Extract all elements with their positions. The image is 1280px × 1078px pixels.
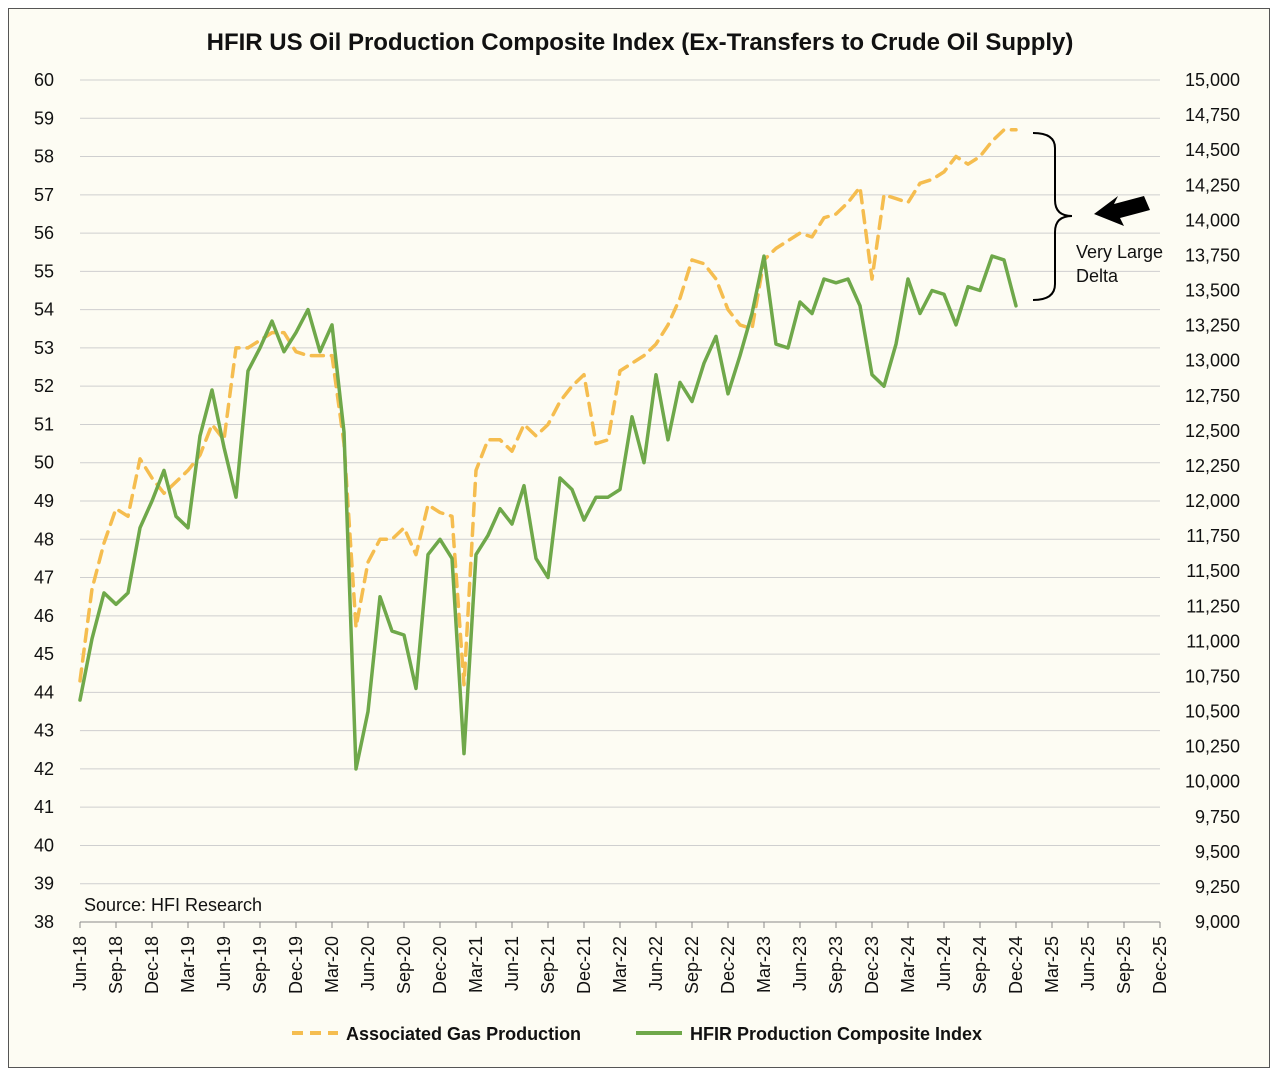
x-tick-label: Mar-19 bbox=[178, 936, 198, 993]
x-tick-label: Jun-20 bbox=[358, 936, 378, 991]
x-tick-label: Dec-19 bbox=[286, 936, 306, 994]
left-y-tick-label: 53 bbox=[34, 338, 54, 358]
source-note: Source: HFI Research bbox=[84, 895, 262, 915]
left-y-tick-label: 55 bbox=[34, 261, 54, 281]
x-tick-label: Jun-19 bbox=[214, 936, 234, 991]
right-y-tick-label: 9,000 bbox=[1195, 912, 1240, 932]
left-y-tick-label: 52 bbox=[34, 376, 54, 396]
left-y-tick-label: 39 bbox=[34, 874, 54, 894]
right-y-tick-label: 12,750 bbox=[1185, 386, 1240, 406]
right-y-tick-label: 10,500 bbox=[1185, 702, 1240, 722]
x-tick-label: Sep-22 bbox=[682, 936, 702, 994]
right-y-tick-label: 13,750 bbox=[1185, 245, 1240, 265]
series-points-associated-gas bbox=[80, 130, 1016, 685]
right-y-tick-label: 11,500 bbox=[1186, 561, 1240, 581]
right-y-tick-label: 13,500 bbox=[1185, 281, 1240, 301]
legend-label-associated-gas: Associated Gas Production bbox=[346, 1024, 581, 1044]
left-y-tick-label: 59 bbox=[34, 108, 54, 128]
annotation-arrow-icon bbox=[1094, 196, 1150, 226]
left-y-tick-label: 42 bbox=[34, 759, 54, 779]
x-axis: Jun-18 Sep-18 Dec-18 Mar-19 Jun-19 Sep-19 Dec-… bbox=[70, 921, 1170, 994]
x-tick-label: Mar-25 bbox=[1042, 936, 1062, 993]
right-y-tick-label: 12,000 bbox=[1185, 491, 1240, 511]
left-y-tick-label: 44 bbox=[34, 682, 54, 702]
left-y-tick-label: 47 bbox=[34, 568, 54, 588]
x-tick-label: Dec-22 bbox=[718, 936, 738, 994]
x-tick-label: Jun-23 bbox=[790, 936, 810, 991]
x-tick-label: Sep-24 bbox=[970, 936, 990, 994]
x-tick-label: Jun-24 bbox=[934, 936, 954, 991]
legend: Associated Gas Production HFIR Productio… bbox=[292, 1024, 982, 1044]
x-tick-label: Mar-21 bbox=[466, 936, 486, 993]
left-y-tick-label: 48 bbox=[34, 529, 54, 549]
x-tick-label: Jun-22 bbox=[646, 936, 666, 991]
x-tick-label: Dec-21 bbox=[574, 936, 594, 994]
left-y-tick-label: 57 bbox=[34, 185, 54, 205]
x-tick-label: Mar-24 bbox=[898, 936, 918, 993]
x-tick-label: Jun-21 bbox=[502, 936, 522, 991]
x-tick-label: Jun-18 bbox=[70, 936, 90, 991]
right-y-tick-label: 11,250 bbox=[1186, 596, 1240, 616]
series-group bbox=[78, 128, 1018, 771]
legend-label-composite-index: HFIR Production Composite Index bbox=[690, 1024, 982, 1044]
left-y-tick-label: 43 bbox=[34, 721, 54, 741]
left-y-tick-label: 49 bbox=[34, 491, 54, 511]
right-y-tick-label: 10,250 bbox=[1185, 737, 1240, 757]
right-y-axis: 9,000 9,250 9,500 9,750 10,000 10,250 10,500 10… bbox=[1185, 70, 1240, 932]
left-y-axis: 38 39 40 41 42 43 44 45 46 47 48 49 50 51 52 53 54 55 56 57… bbox=[34, 70, 54, 932]
right-y-tick-label: 13,000 bbox=[1185, 351, 1240, 371]
annotation-group: Very Large Delta bbox=[1032, 132, 1168, 301]
annotation-brace bbox=[1032, 132, 1073, 301]
left-y-tick-label: 56 bbox=[34, 223, 54, 243]
grid-lines bbox=[80, 79, 1160, 923]
left-y-tick-label: 41 bbox=[34, 797, 54, 817]
right-y-tick-label: 10,000 bbox=[1185, 772, 1240, 792]
x-tick-label: Dec-24 bbox=[1006, 936, 1026, 994]
x-tick-label: Jun-25 bbox=[1078, 936, 1098, 991]
x-tick-label: Sep-23 bbox=[826, 936, 846, 994]
x-tick-label: Dec-18 bbox=[142, 936, 162, 994]
right-y-tick-label: 14,000 bbox=[1185, 210, 1240, 230]
x-tick-label: Sep-18 bbox=[106, 936, 126, 994]
annotation-text: Very Large Delta bbox=[1076, 242, 1168, 286]
right-y-tick-label: 14,250 bbox=[1185, 175, 1240, 195]
left-y-tick-label: 40 bbox=[34, 835, 54, 855]
right-y-tick-label: 9,250 bbox=[1195, 877, 1240, 897]
x-tick-label: Mar-20 bbox=[322, 936, 342, 993]
right-y-tick-label: 15,000 bbox=[1185, 70, 1240, 90]
x-tick-label: Mar-22 bbox=[610, 936, 630, 993]
x-tick-label: Mar-23 bbox=[754, 936, 774, 993]
chart-frame bbox=[8, 8, 1270, 1068]
right-y-tick-label: 12,500 bbox=[1185, 421, 1240, 441]
chart-title: HFIR US Oil Production Composite Index (… bbox=[207, 29, 1074, 56]
left-y-tick-label: 60 bbox=[34, 70, 54, 90]
left-y-tick-label: 54 bbox=[34, 300, 54, 320]
right-y-tick-label: 13,250 bbox=[1185, 316, 1240, 336]
right-y-tick-label: 11,000 bbox=[1186, 631, 1240, 651]
x-tick-label: Sep-20 bbox=[394, 936, 414, 994]
left-y-tick-label: 46 bbox=[34, 606, 54, 626]
left-y-tick-label: 50 bbox=[34, 453, 54, 473]
series-line-composite-index bbox=[78, 254, 1018, 771]
series-line-associated-gas bbox=[78, 128, 1018, 687]
x-tick-label: Dec-25 bbox=[1150, 936, 1170, 994]
x-tick-label: Sep-25 bbox=[1114, 936, 1134, 994]
x-tick-label: Dec-20 bbox=[430, 936, 450, 994]
right-y-tick-label: 14,500 bbox=[1185, 140, 1240, 160]
x-tick-label: Dec-23 bbox=[862, 936, 882, 994]
right-y-tick-label: 14,750 bbox=[1185, 105, 1240, 125]
right-y-tick-label: 9,750 bbox=[1195, 807, 1240, 827]
right-y-tick-label: 10,750 bbox=[1185, 666, 1240, 686]
right-y-tick-label: 11,750 bbox=[1186, 526, 1240, 546]
left-y-tick-label: 51 bbox=[34, 414, 54, 434]
left-y-tick-label: 58 bbox=[34, 147, 54, 167]
right-y-tick-label: 9,500 bbox=[1195, 842, 1240, 862]
right-y-tick-label: 12,250 bbox=[1185, 456, 1240, 476]
left-y-tick-label: 45 bbox=[34, 644, 54, 664]
x-tick-label: Sep-19 bbox=[250, 936, 270, 994]
left-y-tick-label: 38 bbox=[34, 912, 54, 932]
x-tick-label: Sep-21 bbox=[538, 936, 558, 994]
